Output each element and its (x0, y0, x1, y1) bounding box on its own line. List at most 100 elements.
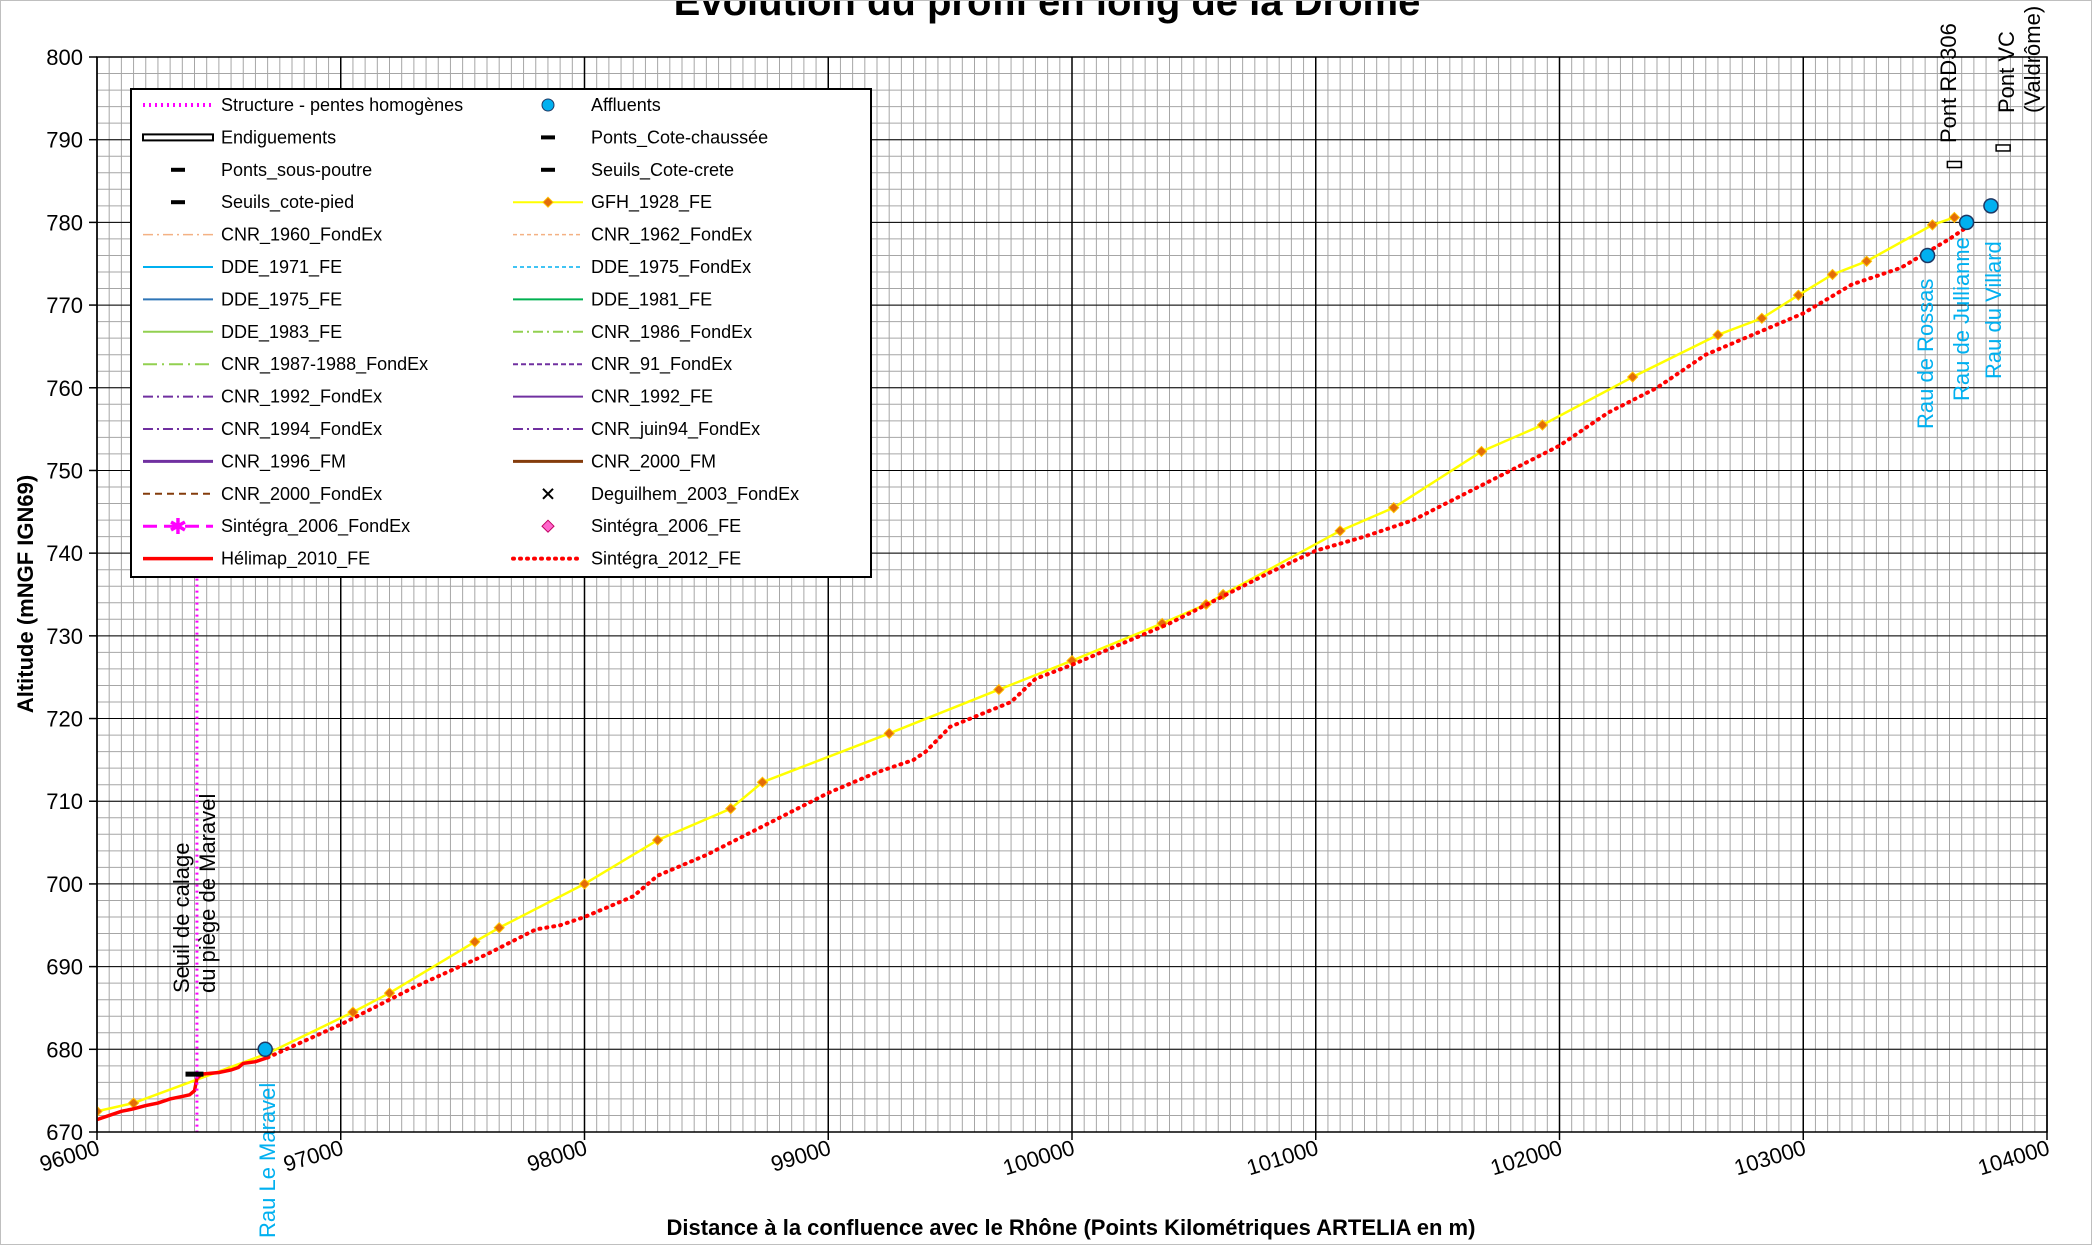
legend-entry-label: CNR_1992_FondEx (221, 387, 382, 408)
legend-entry-label: DDE_1975_FE (221, 289, 342, 310)
legend-symbol (541, 98, 555, 112)
gfh-1928-point (725, 802, 737, 815)
affluent-label: Rau du Villard (1981, 241, 2006, 379)
affluent-marker (1983, 198, 1999, 214)
x-tick-label: 98000 (524, 1135, 590, 1177)
y-tick-label: 800 (46, 45, 83, 70)
x-tick-label: 104000 (1975, 1135, 2053, 1180)
legend-entry-label: Sintégra_2012_FE (591, 549, 741, 570)
gfh-1928-point (469, 936, 481, 948)
y-axis-title: Altitude (mNGF IGN69) (13, 475, 38, 713)
y-tick-label: 710 (46, 789, 83, 814)
seuil-label-line1: Seuil de calage (169, 843, 194, 993)
legend-entry-label: Hélimap_2010_FE (221, 549, 370, 570)
seuil-label-line2: du piège de Maravel (195, 794, 220, 993)
gfh-1928-point (1926, 219, 1939, 231)
legend-entry-label: DDE_1971_FE (221, 257, 342, 278)
axes: 670 680 690 700 710 720 730 740 750 760 770 780 790 8… (37, 45, 2053, 1180)
legend-entry-label: Sintégra_2006_FE (591, 516, 741, 537)
gfh-1928-point (1334, 525, 1346, 537)
legend-entry-label: DDE_1983_FE (221, 322, 342, 343)
gfh-1928-point (383, 987, 396, 999)
chart-title: Evolution du profil en long de la Drôme (674, 1, 1421, 24)
pont-vc-label-line2: (Valdrôme) (2020, 6, 2045, 113)
legend-entry-label: Seuils_Cote-crete (591, 160, 734, 181)
legend-entry-label: Ponts_sous-poutre (221, 160, 372, 181)
gfh-1928-point (1475, 445, 1488, 458)
legend-symbol-marker: ✱ (169, 514, 187, 539)
gfh-1928-point (1626, 371, 1639, 383)
legend-entry-label: CNR_1996_FM (221, 451, 346, 472)
legend-entry-label: DDE_1975_FondEx (591, 257, 751, 278)
pont-rd306-label: Pont RD306 (1936, 23, 1961, 143)
x-tick-label: 102000 (1487, 1135, 1565, 1180)
y-tick-label: 740 (46, 541, 83, 566)
x-tick-label: 97000 (280, 1135, 346, 1177)
affluent-marker (257, 1041, 273, 1058)
legend: Structure - pentes homogènes Affluents End… (130, 88, 872, 578)
affluent-label: Rau de Rossas (1913, 279, 1938, 429)
y-tick-label: 730 (46, 624, 83, 649)
y-tick-label: 670 (46, 1120, 83, 1145)
annotations: Seuil de calagedu piège de Maravel Rau Le… (169, 6, 2045, 1238)
y-tick-label: 760 (46, 376, 83, 401)
pont-marker (1946, 160, 1963, 169)
legend-entry-label: Ponts_Cote-chaussée (591, 127, 768, 148)
gfh-1928-point (1712, 329, 1724, 341)
gfh-1928-point (1536, 419, 1549, 431)
legend-symbol-marker (542, 196, 554, 208)
legend-entry-label: GFH_1928_FE (591, 192, 712, 213)
legend-entry-label: CNR_1994_FondEx (221, 419, 382, 440)
x-tick-label: 101000 (1244, 1135, 1322, 1180)
gfh-1928-point (347, 1006, 359, 1018)
legend-entry-label: Seuils_cote-pied (221, 192, 354, 213)
legend-entry-label: Deguilhem_2003_FondEx (591, 484, 799, 505)
gfh-1928-point (1756, 312, 1768, 325)
legend-entry-label: CNR_1962_FondEx (591, 225, 752, 246)
legend-entry-label: CNR_2000_FondEx (221, 484, 382, 505)
legend-symbol (541, 519, 555, 533)
x-tick-label: 100000 (1000, 1135, 1078, 1180)
pont-vc-label: Pont VC(Valdrôme) (1994, 6, 2045, 113)
legend-entry-label: CNR_2000_FM (591, 451, 716, 472)
gfh-1928-point (1948, 211, 1961, 224)
y-tick-label: 780 (46, 210, 83, 235)
gfh-1928-point (993, 683, 1005, 696)
legend-entry-label: CNR_juin94_FondEx (591, 419, 760, 440)
legend-entry-label: DDE_1981_FE (591, 289, 712, 310)
x-tick-label: 103000 (1731, 1135, 1809, 1180)
affluent-label: Rau de Jullianne (1949, 237, 1974, 401)
y-tick-label: 700 (46, 872, 83, 897)
gfh-1928-point (1826, 268, 1839, 281)
gfh-1928-point (1860, 255, 1873, 267)
series-sintegra-2012-line (265, 220, 1976, 1060)
y-tick-label: 770 (46, 293, 83, 318)
pont-marker (1995, 144, 2011, 152)
legend-entry-label: CNR_1992_FE (591, 387, 713, 408)
legend-symbol (142, 133, 214, 142)
legend-entry-label: Endiguements (221, 127, 336, 147)
pont-vc-label-line1: Pont VC (1994, 31, 2019, 113)
legend-entry-label: CNR_1986_FondEx (591, 322, 752, 343)
seuil-label: Seuil de calagedu piège de Maravel (169, 794, 220, 993)
gfh-1928-point (1792, 289, 1805, 301)
gfh-1928-point (578, 878, 591, 890)
legend-entry-label: CNR_1987-1988_FondEx (221, 354, 428, 375)
legend-box (130, 88, 872, 578)
gfh-1928-point (1388, 501, 1400, 514)
series-layer (97, 211, 1976, 1122)
legend-entry-label: Structure - pentes homogènes (221, 95, 463, 115)
y-tick-label: 790 (46, 128, 83, 153)
affluent-label: Rau Le Maravel (255, 1083, 280, 1238)
legend-entry-label: CNR_91_FondEx (591, 354, 732, 375)
x-axis-title: Distance à la confluence avec le Rhône (… (667, 1215, 1476, 1240)
y-tick-label: 720 (46, 707, 83, 732)
affluent-marker (1919, 247, 1936, 264)
y-tick-label: 680 (46, 1037, 83, 1062)
gfh-1928-point (651, 834, 664, 846)
series-helimap-2010-line (97, 1055, 269, 1122)
gfh-1928-point (883, 727, 895, 740)
x-tick-label: 99000 (768, 1135, 834, 1177)
